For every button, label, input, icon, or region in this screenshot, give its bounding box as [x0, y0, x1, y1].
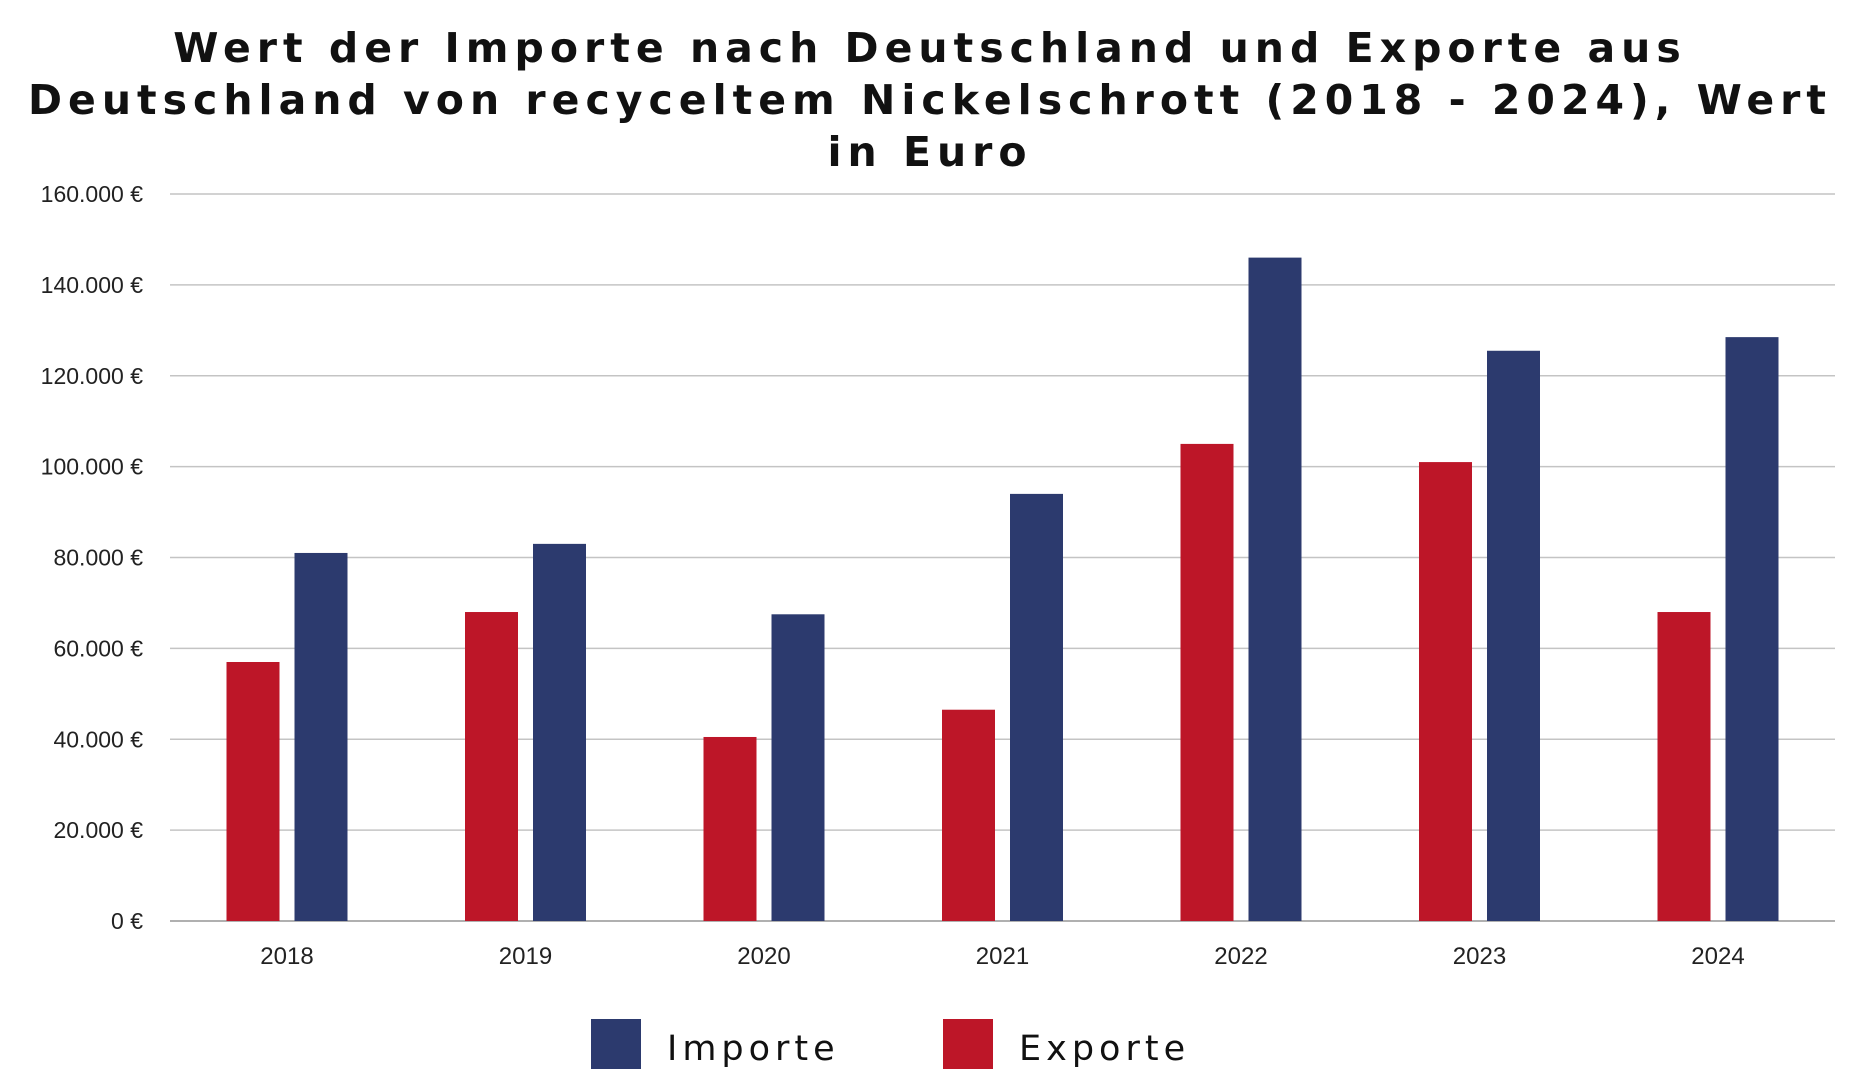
bar-importe-2024 — [1725, 337, 1779, 921]
y-tick-label: 80.000 € — [53, 545, 143, 571]
bar-exporte-2022 — [1180, 443, 1234, 921]
bar-importe-2023 — [1487, 350, 1540, 921]
x-tick-label: 2019 — [499, 943, 552, 970]
y-axis-tick-labels: 0 € 20.000 € 40.000 € 60.000 € 80.000 € 100.0… — [41, 181, 144, 934]
legend: Importe Exporte — [591, 1019, 1190, 1069]
bars — [226, 257, 1779, 921]
x-tick-label: 2021 — [976, 943, 1029, 970]
x-axis-tick-labels: 2018 2019 2020 2021 2022 2023 2024 — [260, 943, 1744, 970]
y-tick-label: 160.000 € — [41, 181, 144, 207]
y-tick-label: 60.000 € — [53, 635, 143, 661]
bar-exporte-2023 — [1419, 462, 1472, 921]
legend-label-importe: Importe — [667, 1029, 840, 1069]
y-tick-label: 100.000 € — [41, 454, 144, 480]
bar-importe-2018 — [294, 552, 348, 921]
gridlines — [170, 193, 1835, 922]
y-tick-label: 0 € — [111, 908, 143, 934]
bar-importe-2019 — [533, 543, 586, 921]
legend-swatch-importe — [591, 1019, 641, 1069]
bar-exporte-2018 — [226, 662, 280, 921]
bar-exporte-2024 — [1657, 612, 1711, 921]
y-tick-label: 140.000 € — [41, 272, 144, 298]
x-tick-label: 2020 — [737, 943, 790, 970]
legend-label-exporte: Exporte — [1019, 1029, 1190, 1069]
y-tick-label: 120.000 € — [41, 363, 144, 389]
x-tick-label: 2018 — [260, 943, 313, 970]
bar-exporte-2019 — [465, 612, 518, 921]
chart-title: Wert der Importe nach Deutschland und Ex… — [28, 24, 1832, 176]
x-tick-label: 2022 — [1214, 943, 1267, 970]
bar-importe-2021 — [1010, 493, 1063, 921]
bar-importe-2022 — [1248, 257, 1302, 921]
bar-importe-2020 — [771, 614, 825, 921]
x-tick-label: 2023 — [1453, 943, 1506, 970]
x-tick-label: 2024 — [1691, 943, 1744, 970]
y-tick-label: 40.000 € — [53, 726, 143, 752]
legend-swatch-exporte — [943, 1019, 993, 1069]
bar-exporte-2021 — [942, 709, 995, 921]
y-tick-label: 20.000 € — [53, 817, 143, 843]
bar-exporte-2020 — [703, 736, 757, 921]
